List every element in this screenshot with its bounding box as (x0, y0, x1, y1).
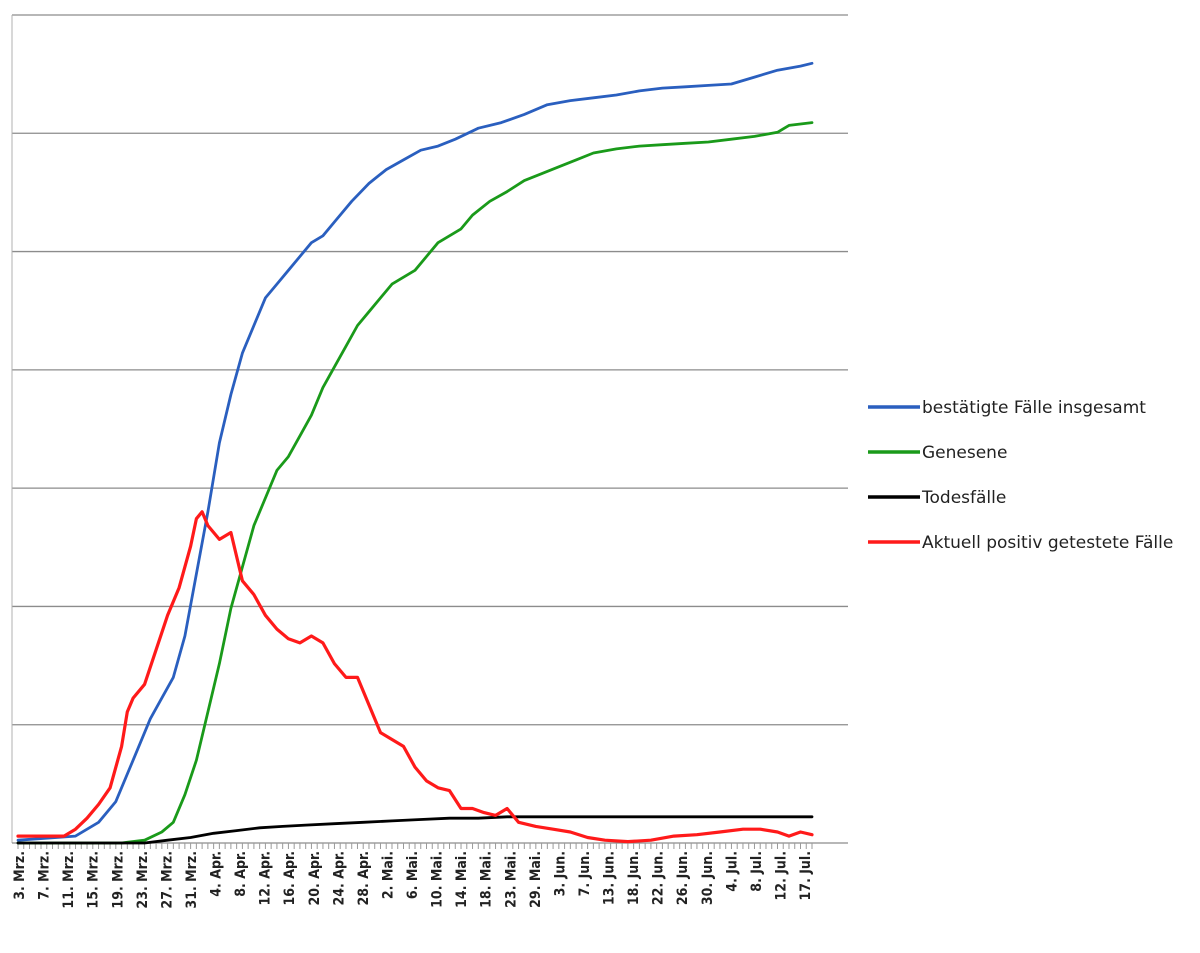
x-tick-label: 7. Jun. (577, 851, 593, 896)
x-tick-label: 16. Apr. (282, 851, 298, 905)
series-line-4 (16, 510, 814, 844)
series-line-1 (16, 61, 814, 842)
x-tick-label: 8. Jul. (749, 851, 765, 892)
legend-label: Todesfälle (921, 488, 1006, 508)
x-axis (12, 842, 848, 849)
x-tick-label: 17. Jul. (798, 851, 814, 900)
x-tick-label: 13. Jun. (602, 851, 618, 905)
x-tick-label: 22. Jun. (651, 851, 667, 905)
x-tick-label: 31. Mrz. (184, 851, 200, 909)
x-tick-label: 24. Apr. (331, 851, 347, 905)
x-tick-label: 12. Jul. (773, 851, 789, 900)
x-tick-label: 26. Jun. (675, 851, 691, 905)
x-tick-label: 4. Apr. (209, 851, 225, 897)
x-tick-label: 12. Apr. (258, 851, 274, 905)
x-tick-label: 10. Mai. (430, 851, 446, 908)
x-tick-label: 19. Mrz. (110, 851, 126, 909)
legend-label: Genesene (922, 443, 1007, 463)
x-tick-label: 15. Mrz. (86, 851, 102, 909)
series-line-3 (16, 815, 814, 845)
x-tick-label: 23. Mai. (503, 851, 519, 908)
legend-label: Aktuell positiv getestete Fälle (922, 533, 1173, 553)
x-tick-label: 27. Mrz. (159, 851, 175, 909)
series-lines (16, 61, 814, 845)
x-tick-label: 29. Mai. (528, 851, 544, 908)
x-tick-label: 28. Apr. (356, 851, 372, 905)
x-tick-label: 18. Jun. (626, 851, 642, 905)
x-tick-label: 30. Jun. (700, 851, 716, 905)
x-tick-label: 3. Jun. (552, 851, 568, 896)
x-tick-label: 7. Mrz. (37, 851, 53, 900)
x-tick-label: 6. Mai. (405, 851, 421, 899)
x-tick-label: 18. Mai. (479, 851, 495, 908)
x-tick-label: 23. Mrz. (135, 851, 151, 909)
legend: bestätigte Fälle insgesamt Genesene Todesf… (868, 398, 1173, 553)
x-tick-label: 3. Mrz. (12, 851, 28, 900)
x-tick-label: 20. Apr. (307, 851, 323, 905)
series-line-2 (16, 121, 814, 845)
legend-label: bestätigte Fälle insgesamt (922, 398, 1146, 418)
x-tick-label: 11. Mrz. (61, 851, 77, 909)
x-tick-label: 14. Mai. (454, 851, 470, 908)
x-tick-label: 4. Jul. (724, 851, 740, 892)
x-tick-label: 2. Mai. (380, 851, 396, 899)
x-tick-labels: 3. Mrz. 7. Mrz. 11. Mrz. 15. Mrz. 19. Mrz. 23… (12, 851, 814, 909)
x-tick-label: 8. Apr. (233, 851, 249, 897)
